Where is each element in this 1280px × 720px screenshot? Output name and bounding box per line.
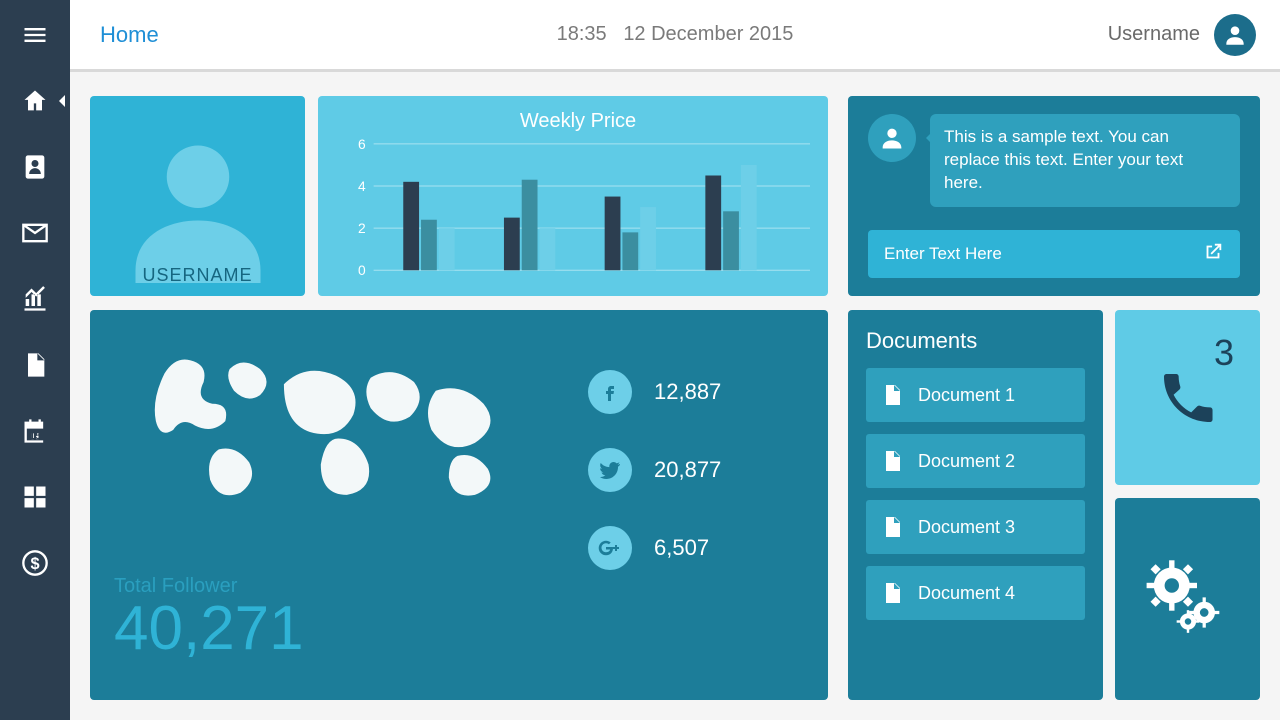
message-card: This is a sample text. You can replace t…: [848, 96, 1260, 296]
message-avatar-icon: [868, 114, 916, 162]
stat-value: 20,877: [654, 457, 721, 483]
svg-text:2: 2: [358, 220, 366, 236]
followers-total-value: 40,271: [114, 598, 304, 660]
avatar-icon: [1214, 14, 1256, 56]
chart-card: Weekly Price 0 2 4 6: [318, 96, 828, 296]
document-item[interactable]: Document 1: [866, 368, 1085, 422]
followers-stats: 12,887 20,877 6,507: [588, 330, 808, 680]
document-icon: [880, 581, 904, 605]
sidebar-item-home[interactable]: [15, 84, 55, 118]
weekly-price-chart: 0 2 4 6: [346, 139, 810, 289]
header-username: Username: [1108, 23, 1200, 46]
document-icon: [880, 515, 904, 539]
stat-gplus: 6,507: [588, 526, 808, 570]
document-icon: [880, 383, 904, 407]
content: USERNAME Weekly Price 0 2 4 6 This is a sam…: [90, 96, 1260, 710]
document-label: Document 4: [918, 583, 1015, 604]
stats-icon: [21, 285, 49, 313]
svg-text:6: 6: [358, 139, 366, 152]
header-date: 12 December 2015: [623, 23, 793, 45]
phone-icon: [1156, 366, 1220, 430]
mail-icon: [21, 219, 49, 247]
phone-count: 3: [1214, 332, 1234, 374]
header-time: 18:35: [557, 23, 607, 45]
calendar-icon: 15: [21, 417, 49, 445]
header-datetime: 18:35 12 December 2015: [557, 23, 794, 46]
message-input[interactable]: Enter Text Here: [868, 230, 1240, 278]
facebook-icon: [588, 370, 632, 414]
twitter-icon: [588, 448, 632, 492]
documents-card: Documents Document 1 Document 2 Document 3…: [848, 310, 1103, 700]
stat-facebook: 12,887: [588, 370, 808, 414]
document-item[interactable]: Document 4: [866, 566, 1085, 620]
menu-icon: [21, 21, 49, 49]
user-block[interactable]: Username: [1108, 14, 1256, 56]
header: Home 18:35 12 December 2015 Username: [70, 0, 1280, 72]
sidebar: 15 $: [0, 0, 70, 720]
share-icon[interactable]: [1202, 241, 1224, 268]
sidebar-item-mail[interactable]: [15, 216, 55, 250]
profile-username: USERNAME: [142, 265, 252, 286]
profile-silhouette-icon: [123, 133, 273, 283]
stat-value: 12,887: [654, 379, 721, 405]
document-icon: [21, 351, 49, 379]
world-map: Total Follower 40,271: [110, 330, 588, 680]
document-item[interactable]: Document 2: [866, 434, 1085, 488]
svg-text:$: $: [30, 555, 39, 573]
chart-title: Weekly Price: [346, 110, 810, 133]
profile-card: USERNAME: [90, 96, 305, 296]
sidebar-item-money[interactable]: $: [15, 546, 55, 580]
gears-icon: [1143, 554, 1233, 644]
svg-text:4: 4: [358, 178, 366, 194]
apps-icon: [21, 483, 49, 511]
document-item[interactable]: Document 3: [866, 500, 1085, 554]
sidebar-item-apps[interactable]: [15, 480, 55, 514]
document-icon: [880, 449, 904, 473]
documents-title: Documents: [866, 328, 1085, 354]
sidebar-item-menu[interactable]: [15, 18, 55, 52]
gplus-icon: [588, 526, 632, 570]
document-label: Document 2: [918, 451, 1015, 472]
message-input-placeholder: Enter Text Here: [884, 244, 1002, 264]
followers-total: Total Follower 40,271: [114, 575, 304, 660]
svg-text:15: 15: [29, 430, 41, 442]
stat-twitter: 20,877: [588, 448, 808, 492]
settings-card[interactable]: [1115, 498, 1260, 700]
followers-card: Total Follower 40,271 12,887 20,877 6,50…: [90, 310, 828, 700]
sidebar-item-calendar[interactable]: 15: [15, 414, 55, 448]
home-link[interactable]: Home: [100, 22, 159, 48]
document-label: Document 1: [918, 385, 1015, 406]
document-label: Document 3: [918, 517, 1015, 538]
money-icon: $: [21, 549, 49, 577]
svg-text:0: 0: [358, 262, 366, 278]
contacts-icon: [21, 153, 49, 181]
sidebar-item-stats[interactable]: [15, 282, 55, 316]
stat-value: 6,507: [654, 535, 709, 561]
message-bubble: This is a sample text. You can replace t…: [930, 114, 1240, 207]
phone-card[interactable]: 3: [1115, 310, 1260, 485]
home-icon: [21, 87, 49, 115]
sidebar-item-document[interactable]: [15, 348, 55, 382]
sidebar-item-contacts[interactable]: [15, 150, 55, 184]
